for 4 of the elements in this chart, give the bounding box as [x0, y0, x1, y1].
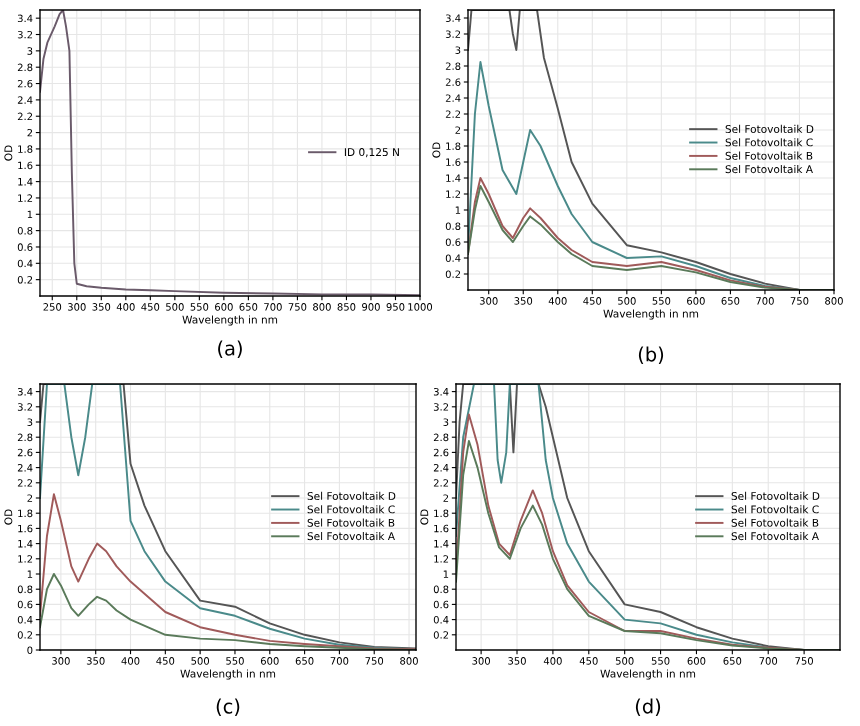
text: (d)	[635, 698, 661, 716]
text: (b)	[638, 346, 664, 364]
text: (a)	[218, 340, 242, 358]
text: (c)	[216, 698, 240, 716]
